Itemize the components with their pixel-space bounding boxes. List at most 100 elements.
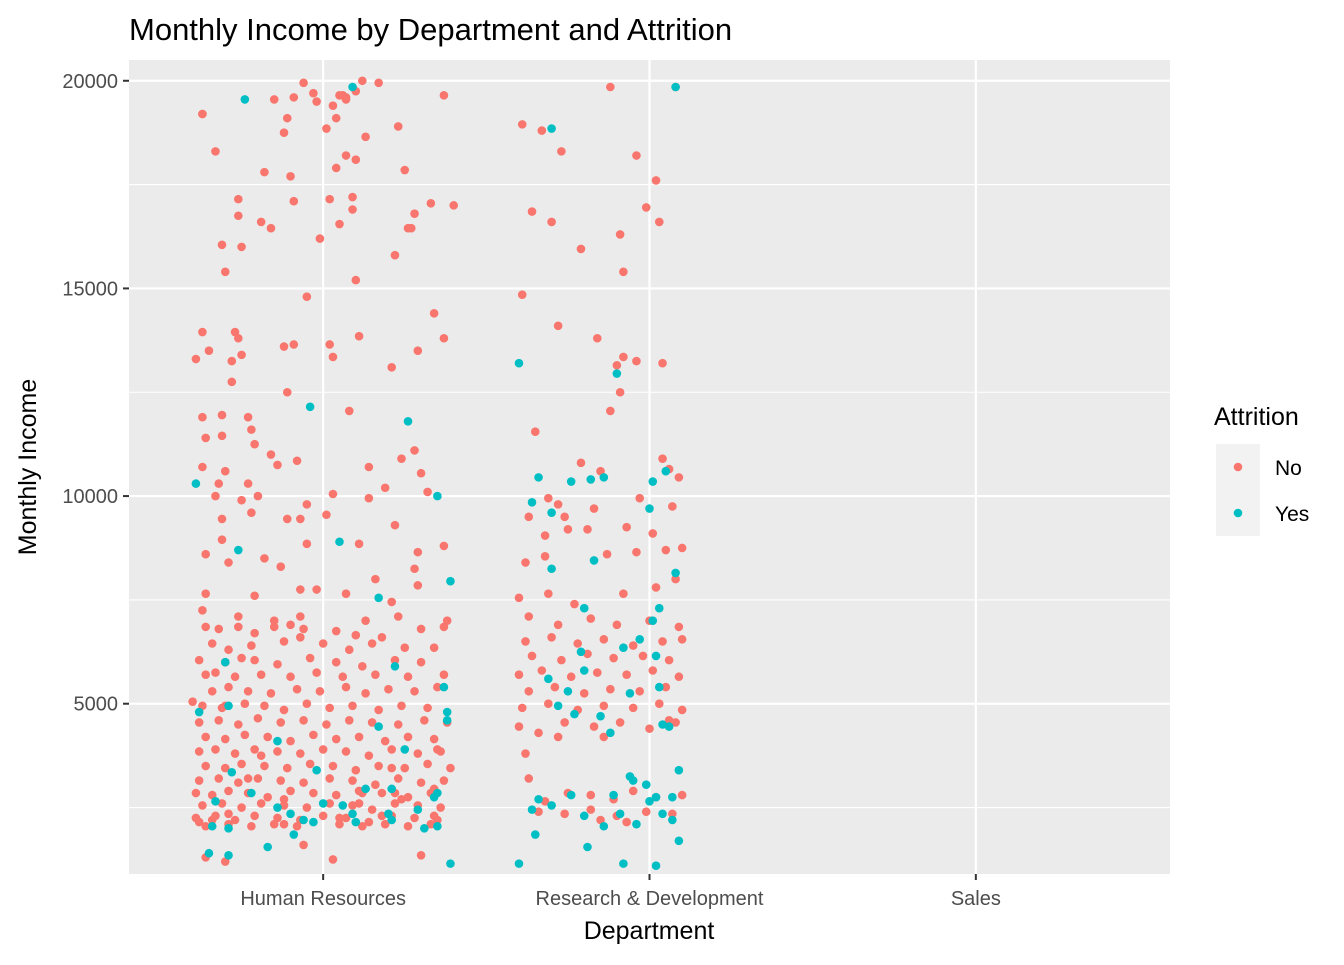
data-point xyxy=(527,805,537,814)
data-point xyxy=(227,767,237,777)
data-point xyxy=(671,568,680,578)
data-point xyxy=(664,716,674,725)
data-point xyxy=(234,194,243,204)
data-point xyxy=(615,809,625,819)
data-point xyxy=(191,788,201,798)
data-point xyxy=(612,360,622,370)
data-point xyxy=(250,591,259,601)
data-point xyxy=(674,622,684,632)
data-point xyxy=(348,801,357,810)
data-point xyxy=(234,333,243,343)
data-point xyxy=(622,817,631,827)
data-point xyxy=(211,811,220,821)
data-point xyxy=(351,155,361,164)
data-point xyxy=(592,668,602,677)
data-point xyxy=(374,593,383,603)
data-point xyxy=(606,82,615,92)
data-point xyxy=(309,730,318,740)
series-no xyxy=(188,76,687,866)
data-point xyxy=(250,811,259,821)
data-point xyxy=(413,749,423,758)
data-point xyxy=(429,643,439,652)
data-point xyxy=(351,630,361,640)
data-point xyxy=(517,703,527,713)
data-point xyxy=(315,686,325,696)
data-point xyxy=(220,466,230,476)
data-point xyxy=(521,558,530,567)
data-point xyxy=(198,801,207,810)
data-point xyxy=(282,763,292,773)
data-point xyxy=(439,776,449,785)
data-point xyxy=(524,512,534,522)
data-point xyxy=(635,686,645,696)
data-point xyxy=(439,541,449,551)
data-point xyxy=(439,91,449,100)
data-point xyxy=(632,819,641,829)
data-point xyxy=(325,799,334,808)
data-point xyxy=(547,124,556,133)
data-points xyxy=(188,76,687,870)
data-point xyxy=(266,450,276,459)
data-point xyxy=(380,483,390,493)
data-point xyxy=(579,811,589,821)
data-point xyxy=(387,763,396,773)
data-point xyxy=(220,734,230,744)
data-point xyxy=(367,718,377,727)
data-point xyxy=(354,331,364,341)
data-point xyxy=(322,720,331,729)
data-point xyxy=(524,774,534,783)
data-point xyxy=(220,657,230,667)
data-point xyxy=(563,524,573,534)
data-point xyxy=(390,799,400,808)
data-point xyxy=(207,639,217,648)
data-point xyxy=(305,653,315,663)
data-point xyxy=(299,78,308,88)
x-axis-title: Department xyxy=(584,917,715,945)
data-point xyxy=(602,549,612,559)
data-point xyxy=(664,722,674,731)
data-point xyxy=(354,539,364,549)
data-point xyxy=(612,369,622,378)
data-point xyxy=(328,761,338,771)
data-point xyxy=(328,489,338,499)
data-point xyxy=(387,597,396,607)
data-point xyxy=(344,645,354,655)
data-point xyxy=(439,333,449,343)
data-point xyxy=(553,321,563,331)
data-point xyxy=(420,716,429,725)
data-point xyxy=(237,350,246,360)
data-point xyxy=(325,703,334,713)
data-point xyxy=(194,655,204,665)
data-point xyxy=(540,797,550,806)
data-point xyxy=(622,522,631,532)
data-point xyxy=(312,97,321,106)
data-point xyxy=(243,774,253,783)
data-point xyxy=(198,327,207,337)
data-point xyxy=(583,842,592,852)
data-point xyxy=(348,809,357,819)
data-point xyxy=(305,759,315,769)
data-point xyxy=(658,358,667,368)
data-point xyxy=(439,622,449,632)
data-point xyxy=(364,751,374,760)
data-point xyxy=(544,493,553,503)
data-point xyxy=(527,498,537,507)
data-point xyxy=(269,819,279,829)
data-point xyxy=(250,745,259,754)
data-point xyxy=(260,701,269,711)
data-point xyxy=(514,722,524,731)
data-point xyxy=(534,794,543,804)
data-point xyxy=(374,722,383,731)
data-point xyxy=(619,859,628,868)
data-point xyxy=(230,672,240,682)
data-point xyxy=(377,811,387,821)
data-point xyxy=(201,589,210,598)
data-point xyxy=(276,776,286,785)
data-point xyxy=(622,670,631,679)
data-point xyxy=(615,387,625,397)
data-point xyxy=(426,198,436,208)
series-yes xyxy=(191,82,684,870)
data-point xyxy=(442,707,452,717)
data-point xyxy=(335,813,344,823)
data-point xyxy=(354,786,364,796)
